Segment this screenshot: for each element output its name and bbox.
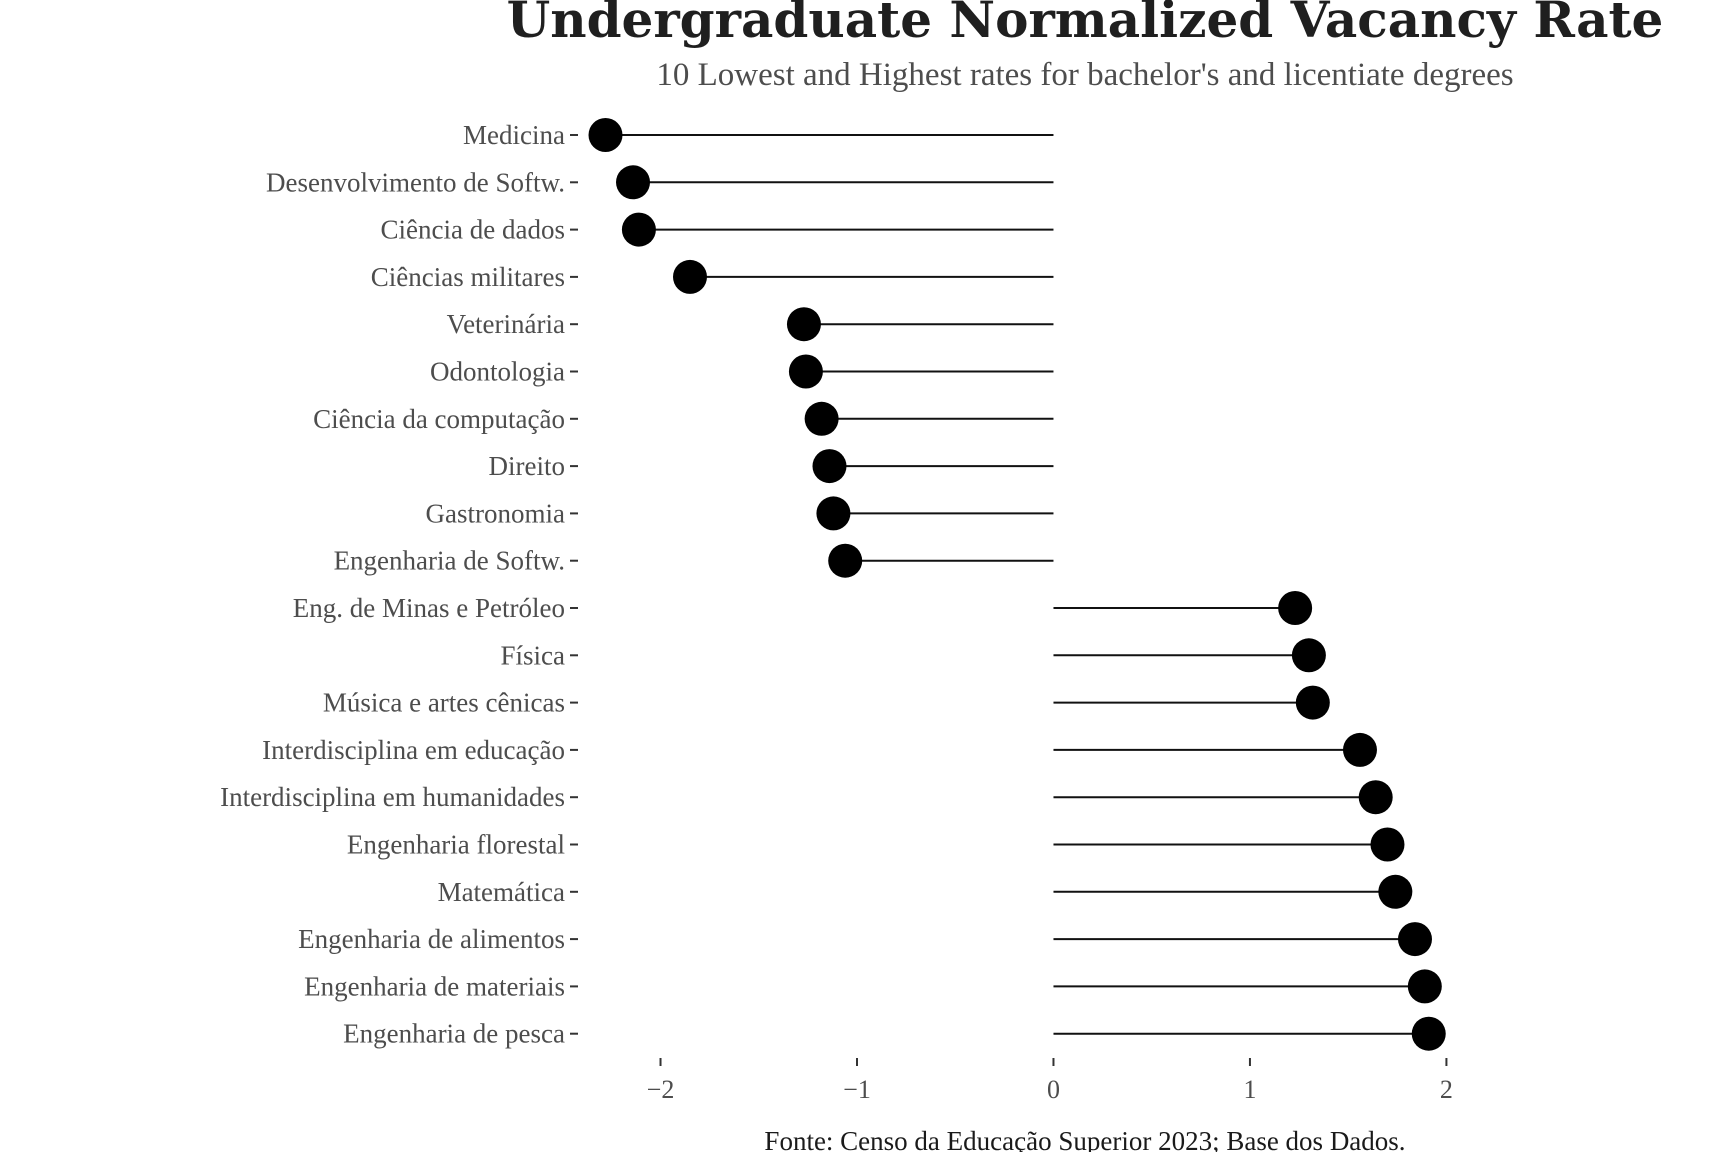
dot-17 bbox=[1397, 922, 1432, 957]
y-tick-label-0: Medicina bbox=[463, 120, 565, 150]
y-tick-label-5: Odontologia bbox=[430, 357, 565, 387]
x-tick-label-1: −1 bbox=[843, 1075, 871, 1104]
x-tick-label-2: 0 bbox=[1047, 1075, 1060, 1104]
y-tick-label-10: Eng. de Minas e Petróleo bbox=[293, 593, 565, 623]
y-tick-label-12: Música e artes cênicas bbox=[323, 688, 565, 718]
chart-caption: Fonte: Censo da Educação Superior 2023; … bbox=[764, 1126, 1405, 1152]
y-tick-label-4: Veterinária bbox=[447, 309, 565, 339]
y-tick-label-14: Interdisciplina em humanidades bbox=[220, 782, 565, 812]
dot-12 bbox=[1295, 685, 1330, 720]
dot-15 bbox=[1370, 827, 1405, 862]
dot-6 bbox=[804, 401, 839, 436]
dot-4 bbox=[786, 307, 821, 342]
y-tick-label-17: Engenharia de alimentos bbox=[298, 924, 565, 954]
y-tick-label-1: Desenvolvimento de Softw. bbox=[266, 167, 565, 197]
dot-7 bbox=[812, 449, 847, 484]
plot-area bbox=[588, 118, 1446, 1051]
dot-19 bbox=[1411, 1016, 1446, 1051]
y-tick-label-11: Física bbox=[501, 640, 566, 670]
y-axis: Medicina Desenvolvimento de Softw. Ciência… bbox=[220, 120, 578, 1049]
chart-title: Undergraduate Normalized Vacancy Rate bbox=[507, 0, 1664, 49]
y-tick-label-15: Engenharia florestal bbox=[347, 830, 565, 860]
dot-10 bbox=[1278, 591, 1313, 625]
x-tick-label-4: 2 bbox=[1440, 1075, 1453, 1104]
dot-2 bbox=[621, 212, 656, 247]
y-tick-label-9: Engenharia de Softw. bbox=[334, 546, 565, 576]
y-tick-label-19: Engenharia de pesca bbox=[343, 1019, 565, 1049]
dot-18 bbox=[1407, 969, 1442, 1004]
y-tick-label-2: Ciência de dados bbox=[381, 215, 565, 245]
y-tick-label-16: Matemática bbox=[438, 877, 565, 907]
x-tick-label-0: −2 bbox=[647, 1075, 675, 1104]
dot-13 bbox=[1342, 732, 1377, 767]
dot-3 bbox=[672, 259, 707, 294]
dot-14 bbox=[1358, 780, 1393, 815]
dot-9 bbox=[828, 543, 863, 578]
y-tick-label-3: Ciências militares bbox=[371, 262, 565, 292]
dot-5 bbox=[788, 354, 823, 389]
y-tick-label-6: Ciência da computação bbox=[313, 404, 565, 434]
x-tick-label-3: 1 bbox=[1243, 1075, 1256, 1104]
y-tick-label-18: Engenharia de materiais bbox=[304, 971, 565, 1001]
dot-11 bbox=[1291, 638, 1326, 673]
y-tick-label-8: Gastronomia bbox=[426, 498, 565, 528]
dot-8 bbox=[816, 496, 851, 531]
y-tick-label-7: Direito bbox=[489, 451, 565, 481]
dot-1 bbox=[616, 165, 651, 200]
dot-0 bbox=[588, 118, 623, 152]
y-tick-label-13: Interdisciplina em educação bbox=[262, 735, 565, 765]
chart-subtitle: 10 Lowest and Highest rates for bachelor… bbox=[656, 57, 1513, 93]
dot-16 bbox=[1378, 874, 1413, 909]
x-axis: −2 −1 0 1 2 bbox=[647, 1058, 1453, 1104]
